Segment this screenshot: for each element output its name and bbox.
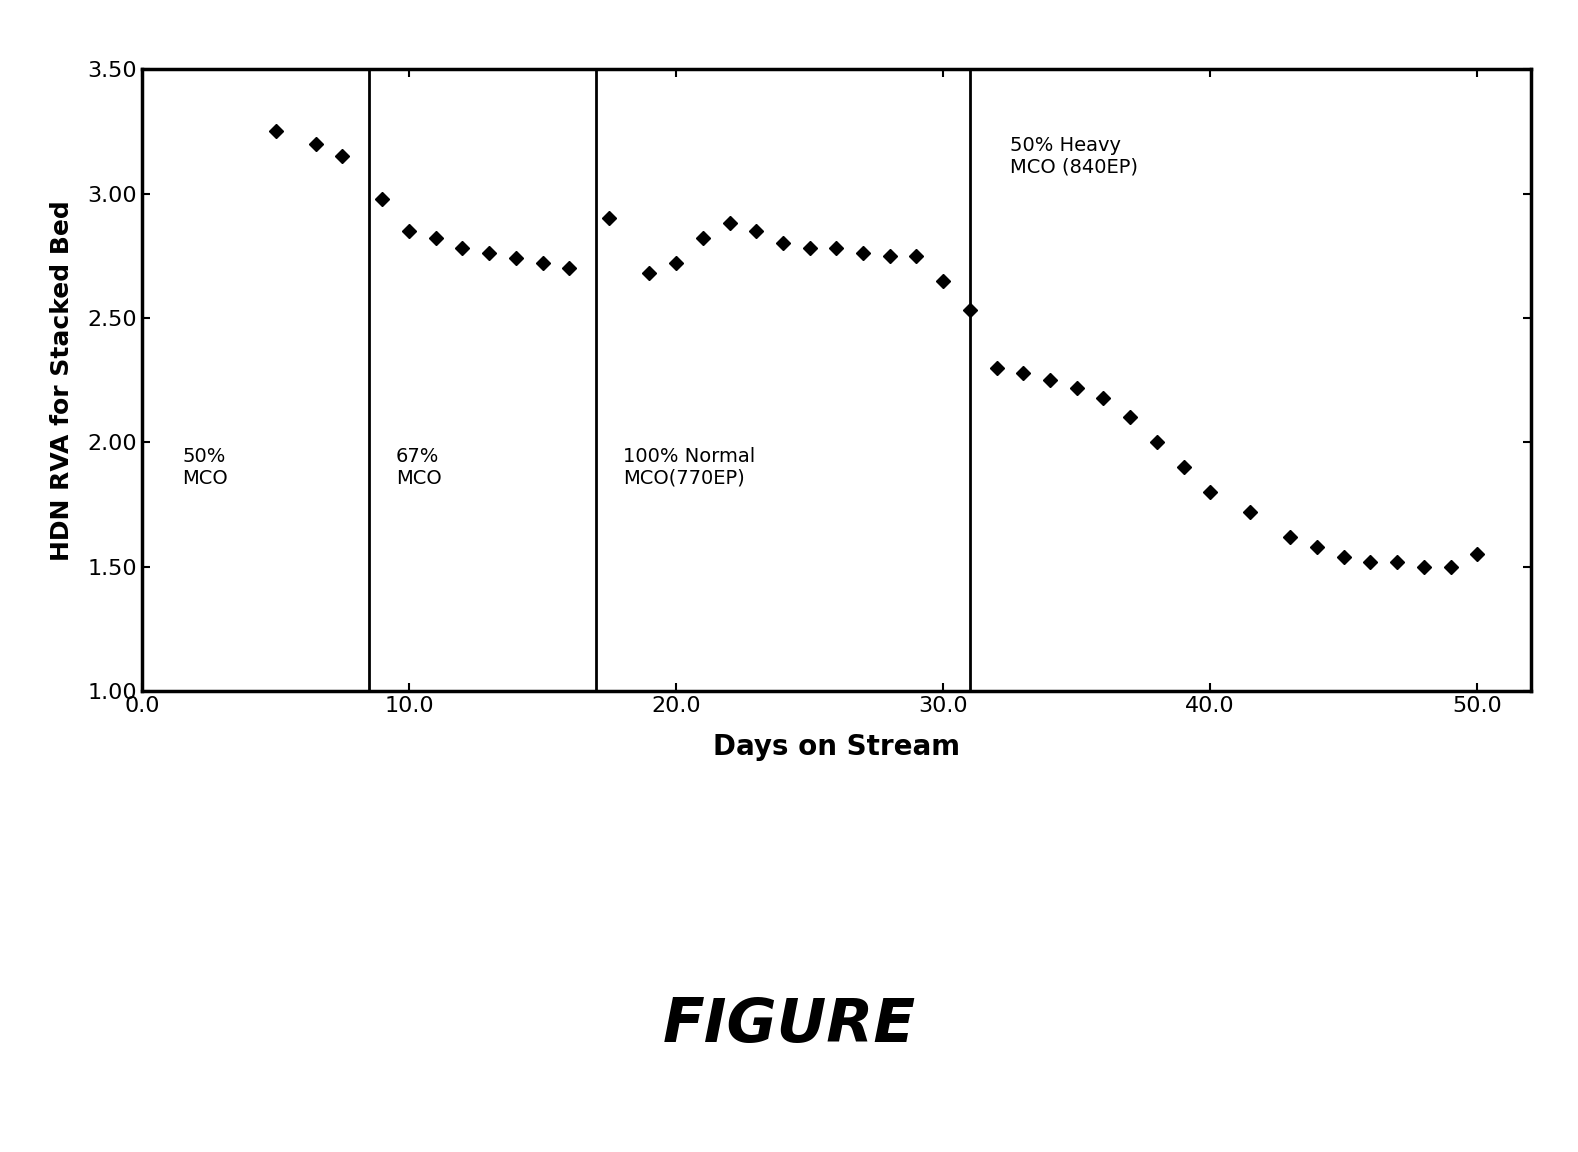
- Y-axis label: HDN RVA for Stacked Bed: HDN RVA for Stacked Bed: [49, 199, 74, 561]
- Text: 67%
MCO: 67% MCO: [396, 447, 442, 487]
- Text: FIGURE: FIGURE: [663, 995, 915, 1055]
- Text: 50%
MCO: 50% MCO: [181, 447, 227, 487]
- Text: 50% Heavy
MCO (840EP): 50% Heavy MCO (840EP): [1010, 136, 1138, 176]
- Text: 100% Normal
MCO(770EP): 100% Normal MCO(770EP): [623, 447, 754, 487]
- X-axis label: Days on Stream: Days on Stream: [713, 733, 959, 760]
